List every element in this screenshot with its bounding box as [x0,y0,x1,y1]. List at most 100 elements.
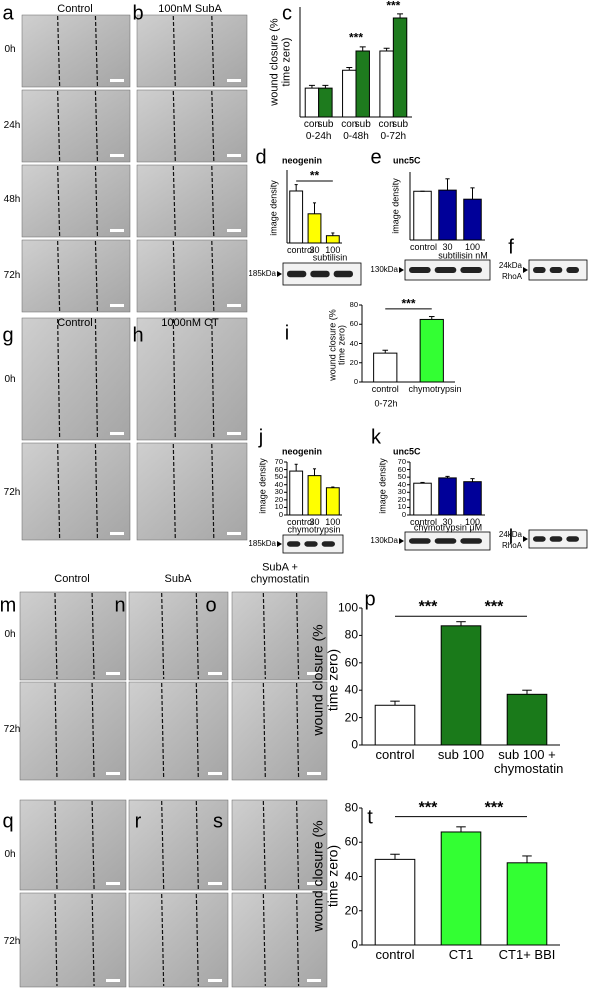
panel-letter: d [255,146,267,169]
micrograph [21,239,131,313]
y-axis-label: wound closure (% time zero) [268,18,292,106]
y-tick-label: 0 [351,737,358,752]
blot-size: 185kDa [248,538,276,548]
scale-bar [110,154,124,157]
scale-bar [307,772,321,775]
time-label: 24h [3,119,21,131]
y-tick-label: 80 [349,300,358,310]
wound-edge [161,893,165,987]
scale-bar [208,772,222,775]
blot-band [533,267,546,273]
bar [289,470,304,516]
y-tick-label: 80 [344,628,358,643]
image-title: SubA [164,573,192,586]
wound-edge [296,800,300,890]
micrograph [21,442,131,541]
wound-edge [296,893,300,987]
wound-edge [195,893,199,987]
blot-size: 24kDa [498,260,522,270]
wound-edge [172,318,176,440]
panel-letter: j [258,426,264,449]
micrograph [231,799,328,891]
bar [355,50,370,118]
blot-band [321,541,335,547]
x-tick-label: control [410,242,438,252]
wound-edge [161,592,165,680]
x-tick-label: 0-24h [305,130,332,142]
micrograph [128,799,229,891]
micrograph [21,164,131,238]
blot-band [310,270,330,278]
blot-band [549,267,563,273]
blot-band [409,538,431,544]
chart-title: unc5C [393,155,421,166]
wound-edge [161,800,165,890]
panel-letter: r [134,810,142,833]
blot-arrow [399,267,404,273]
bar [342,69,357,118]
panel-letter: q [2,810,14,833]
blot-size: 130kDa [370,264,398,274]
x-tick-label: 30 [309,245,320,255]
bar [379,50,394,118]
y-tick-label: 20 [397,494,406,504]
x-tick-label: 30 [442,517,453,527]
y-tick-label: 30 [397,487,406,497]
x-tick-label: control [286,517,315,527]
time-label: 72h [3,935,21,947]
micrograph [231,591,328,681]
significance-label: *** [418,799,438,817]
x-tick-label: 0-72h [380,130,407,142]
y-tick-label: 100 [337,600,358,615]
panel-letter: b [132,2,144,25]
bar [413,482,432,516]
wound-edge [57,443,61,540]
y-tick-label: 60 [274,464,283,474]
micrograph [136,239,248,313]
significance-label: *** [484,598,504,616]
y-tick-label: 20 [344,903,358,918]
x-tick-label: control [410,517,438,527]
blot-band [460,538,482,544]
y-tick-label: 20 [349,357,358,367]
x-axis-label: 0-72h [374,398,398,409]
time-label: 72h [3,723,21,735]
bar [307,213,322,244]
panel-letter: e [370,146,382,169]
wound-edge [211,318,215,440]
wound-edge [91,893,95,987]
micrograph [21,317,131,441]
bar [413,190,432,241]
y-tick-label: 40 [349,338,358,348]
scale-bar [307,672,321,675]
x-tick-label: 100 [325,245,341,255]
bar [506,693,548,746]
blot-arrow [523,536,528,542]
chart-title: neogenin [282,446,322,457]
micrograph [128,681,229,781]
y-tick-label: 80 [344,800,358,815]
micrograph [21,89,131,163]
scale-bar [227,154,241,157]
blot-band [533,536,546,542]
wound-edge [262,592,266,680]
wound-edge [195,682,199,780]
image-title: Control [57,3,93,16]
y-axis-label: image density [268,180,279,236]
scale-bar [227,304,241,307]
micrograph [19,799,127,891]
blot-arrow [523,267,528,273]
series-label: con [341,118,358,130]
blot-band [434,538,457,544]
y-tick-label: 70 [274,457,283,467]
bar [374,858,416,946]
bar [506,862,548,946]
blot-band [549,536,563,542]
scale-bar [106,979,120,982]
micrograph [136,317,248,441]
scale-bar [110,229,124,232]
x-tick-label: CT1 [448,947,474,962]
micrograph [19,681,127,781]
blot-size: 130kDa [370,535,398,545]
blot-arrow [277,541,282,547]
